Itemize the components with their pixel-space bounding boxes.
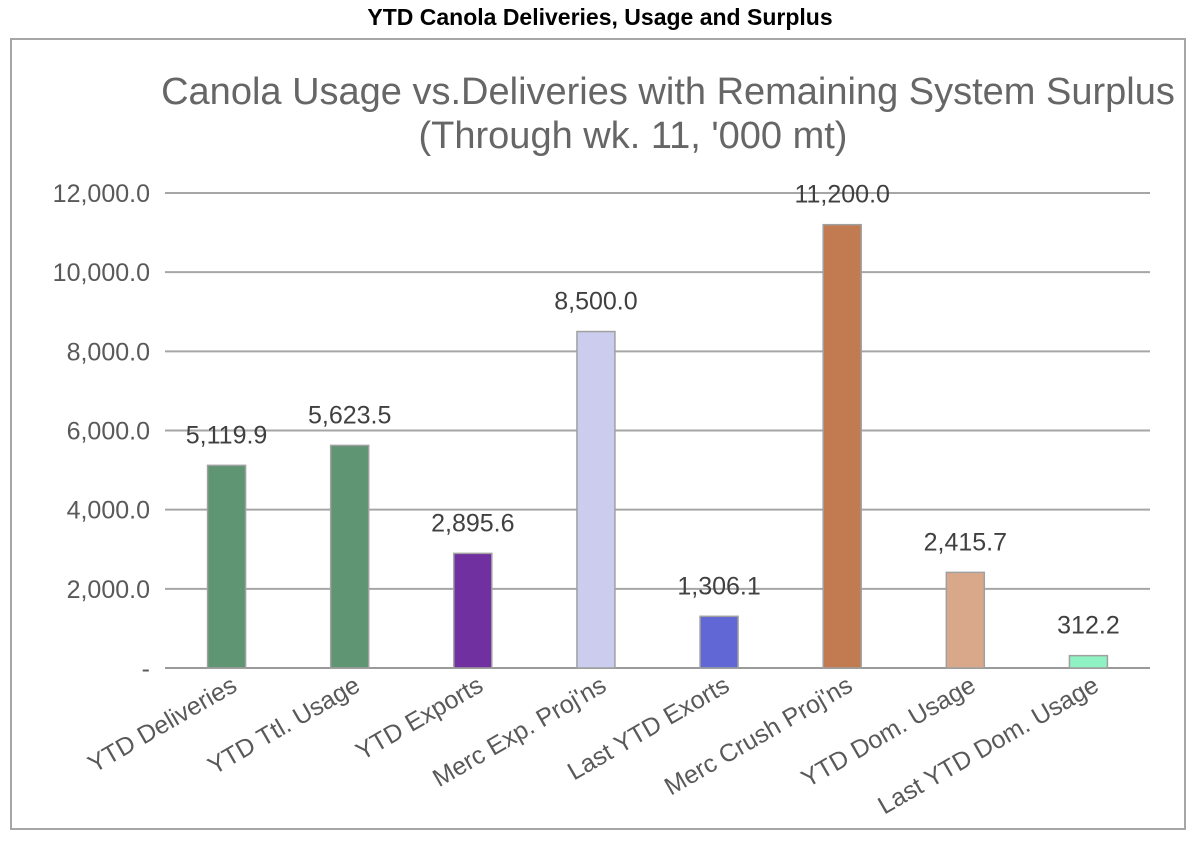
y-axis-ticks: - 2,000.0 4,000.0 6,000.0 8,000.0 10,000.0 12,… [53, 180, 150, 683]
data-label: 8,500.0 [554, 288, 637, 316]
chart-title-line-1: Canola Usage vs.Deliveries with Remainin… [161, 71, 1175, 113]
y-tick-label: 4,000.0 [67, 497, 150, 525]
bars [206, 223, 1109, 669]
data-label: 5,623.5 [308, 401, 391, 429]
data-label: 312.2 [1057, 612, 1120, 640]
data-labels: 5,119.9 5,623.5 2,895.6 8,500.0 1,306.1 11,20… [186, 181, 1120, 640]
x-tick-label: Last YTD Dom. Usage [873, 671, 1103, 820]
bar [699, 615, 739, 669]
y-tick-label: 8,000.0 [67, 338, 150, 366]
y-tick-label: 6,000.0 [67, 418, 150, 446]
y-tick-label: - [142, 655, 150, 683]
bar [329, 444, 370, 669]
bar [453, 552, 493, 669]
data-label: 11,200.0 [794, 181, 889, 209]
gridlines [165, 192, 1150, 669]
data-label: 1,306.1 [677, 572, 760, 600]
bar [822, 223, 862, 669]
chart-title: Canola Usage vs.Deliveries with Remainin… [161, 71, 1175, 157]
bar [206, 464, 247, 669]
y-tick-label: 12,000.0 [53, 180, 150, 208]
y-tick-label: 10,000.0 [53, 259, 150, 287]
chart-title-line-2: (Through wk. 11, '000 mt) [419, 115, 848, 157]
y-tick-label: 2,000.0 [67, 576, 150, 604]
page-heading: YTD Canola Deliveries, Usage and Surplus [367, 4, 833, 30]
data-label: 2,895.6 [431, 509, 514, 537]
data-label: 5,119.9 [186, 421, 268, 449]
bar [945, 571, 986, 669]
bar [576, 330, 616, 669]
data-label: 2,415.7 [924, 528, 1007, 556]
bar [1068, 654, 1109, 669]
